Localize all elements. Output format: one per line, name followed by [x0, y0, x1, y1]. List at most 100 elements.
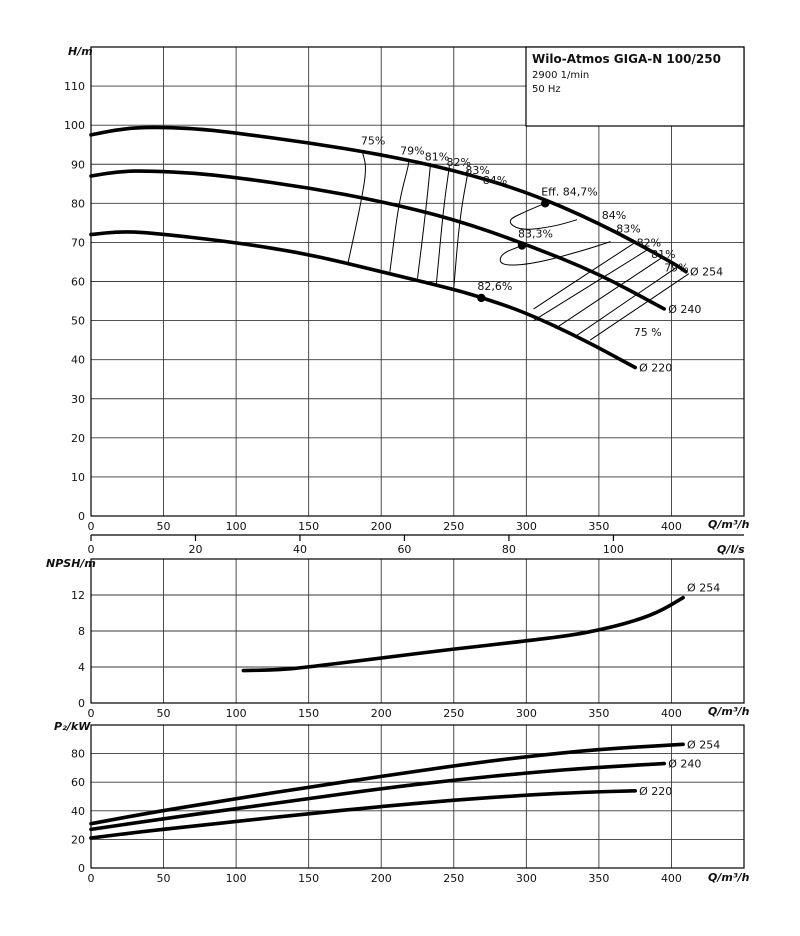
- y-tick-label: 100: [64, 119, 85, 132]
- y-tick-label: 4: [78, 661, 85, 674]
- x-tick-label: 100: [226, 520, 247, 533]
- flow-axis-label: Q/m³/h: [708, 518, 750, 531]
- y-tick-label: 0: [78, 510, 85, 523]
- y-tick-label: 0: [78, 697, 85, 710]
- efficiency-band-line: [533, 249, 648, 322]
- y-tick-label: 20: [71, 432, 85, 445]
- grid-layer: [90, 46, 745, 869]
- power-curve: [89, 742, 685, 826]
- x-tick-label: 250: [443, 520, 464, 533]
- text-layer: 0 50 100 150 200 250 300 350 4000102030405060708…: [64, 80, 723, 885]
- x-tick-label: 200: [371, 872, 392, 885]
- marks-layer: [89, 125, 690, 840]
- power-curve: [89, 761, 666, 832]
- power-curve-label: Ø 220: [639, 785, 672, 798]
- title-box: [525, 46, 745, 127]
- npsh-curve: [241, 595, 685, 673]
- y-tick-label: 8: [78, 625, 85, 638]
- x-tick-label: 150: [298, 707, 319, 720]
- head-curve-label: Ø 254: [690, 266, 723, 279]
- x-tick-label: 250: [443, 707, 464, 720]
- efficiency-band-line: [555, 257, 662, 329]
- operating-point: [477, 293, 486, 303]
- y-tick-label: 30: [71, 393, 85, 406]
- y-tick-label: 20: [71, 833, 85, 846]
- efficiency-label: 81%: [425, 150, 449, 163]
- y-tick-label: 0: [78, 862, 85, 875]
- npsh-flow-axis-label: Q/m³/h: [708, 705, 750, 718]
- x-tick-label: 50: [157, 872, 171, 885]
- x-tick-label: 250: [443, 872, 464, 885]
- npsh-curve-label: Ø 254: [687, 582, 720, 595]
- iso-efficiency-line: [389, 159, 410, 272]
- efficiency-label: 83%: [616, 223, 640, 236]
- x-tick-label: 200: [371, 707, 392, 720]
- x-tick-label: 50: [157, 520, 171, 533]
- y-tick-label: 80: [71, 197, 85, 210]
- head-curve-label: Ø 240: [668, 303, 701, 316]
- efficiency-band-line: [589, 273, 690, 341]
- iso-efficiency-line: [417, 163, 432, 279]
- iso-efficiency-line: [347, 151, 366, 265]
- flow-ls-tick-label: 60: [397, 543, 411, 556]
- efficiency-loop: [499, 241, 611, 266]
- operating-point: [517, 241, 527, 250]
- power-axis-label: P₂/kW: [54, 720, 91, 733]
- efficiency-loop: [509, 202, 578, 230]
- power-curve-label: Ø 240: [668, 758, 701, 771]
- head-curve: [89, 230, 637, 370]
- flow-ls-tick-label: 0: [88, 543, 95, 556]
- x-tick-label: 100: [226, 707, 247, 720]
- x-tick-label: 300: [516, 707, 537, 720]
- efficiency-label: 75 %: [634, 326, 662, 339]
- efficiency-label: 82%: [637, 236, 661, 249]
- y-tick-label: 70: [71, 236, 85, 249]
- iso-efficiency-line: [435, 166, 450, 284]
- flow-ls-axis-label: Q/l/s: [717, 543, 745, 556]
- power-flow-axis-label: Q/m³/h: [708, 871, 750, 884]
- x-tick-label: 350: [588, 872, 609, 885]
- panel-frame: [90, 558, 745, 704]
- efficiency-band-line: [575, 265, 679, 337]
- y-tick-label: 50: [71, 315, 85, 328]
- npsh-axis-label: NPSH/m: [46, 557, 96, 570]
- efficiency-label: 82%: [447, 156, 471, 169]
- operating-point-label: 82,6%: [477, 280, 512, 293]
- head-curve: [89, 125, 688, 274]
- y-tick-label: 90: [71, 158, 85, 171]
- x-tick-label: 350: [588, 707, 609, 720]
- flow-ls-tick-label: 100: [603, 543, 624, 556]
- flow-ls-tick-label: 40: [293, 543, 307, 556]
- x-tick-label: 400: [661, 707, 682, 720]
- power-curve: [89, 789, 637, 840]
- x-tick-label: 400: [661, 872, 682, 885]
- y-tick-label: 60: [71, 276, 85, 289]
- x-tick-label: 300: [516, 872, 537, 885]
- x-tick-label: 150: [298, 520, 319, 533]
- efficiency-label: 79%: [664, 262, 688, 275]
- panel-frame: [90, 724, 745, 869]
- chart-title: Wilo-Atmos GIGA-N 100/250: [532, 52, 721, 66]
- efficiency-label: 79%: [400, 144, 424, 157]
- efficiency-label: 84%: [483, 174, 507, 187]
- y-tick-label: 40: [71, 805, 85, 818]
- efficiency-label: 83%: [465, 164, 489, 177]
- x-tick-label: 150: [298, 872, 319, 885]
- y-tick-label: 10: [71, 471, 85, 484]
- power-curve-label: Ø 254: [687, 738, 720, 751]
- x-tick-label: 0: [88, 707, 95, 720]
- x-tick-label: 50: [157, 707, 171, 720]
- head-axis-label: H/m: [68, 45, 93, 58]
- x-tick-label: 350: [588, 520, 609, 533]
- operating-point: [540, 199, 550, 208]
- efficiency-label: 81%: [651, 248, 675, 261]
- y-tick-label: 80: [71, 748, 85, 761]
- y-tick-label: 12: [71, 589, 85, 602]
- x-tick-label: 100: [226, 872, 247, 885]
- y-tick-label: 40: [71, 354, 85, 367]
- operating-point-label: 83,3%: [518, 228, 553, 241]
- head-curve-label: Ø 220: [639, 361, 672, 374]
- flow-ls-tick-label: 80: [502, 543, 516, 556]
- x-tick-label: 400: [661, 520, 682, 533]
